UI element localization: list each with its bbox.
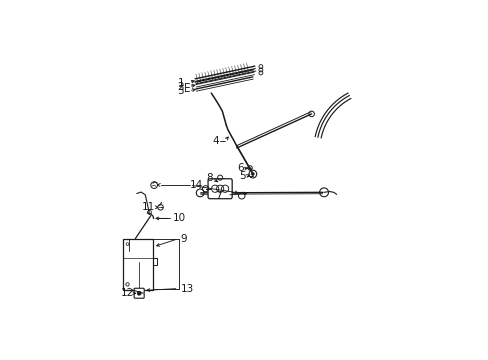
- FancyBboxPatch shape: [134, 288, 144, 298]
- Text: 13: 13: [181, 284, 194, 293]
- Text: 4: 4: [212, 136, 218, 146]
- Text: 8: 8: [206, 174, 213, 184]
- Text: 1: 1: [177, 77, 183, 87]
- Text: 10: 10: [172, 213, 185, 224]
- Text: 7: 7: [214, 192, 221, 202]
- Text: 9: 9: [181, 234, 187, 244]
- Circle shape: [251, 173, 254, 175]
- Text: 6: 6: [237, 163, 243, 174]
- Circle shape: [137, 291, 141, 295]
- FancyBboxPatch shape: [207, 179, 232, 199]
- Text: 5: 5: [239, 171, 245, 181]
- Text: 12: 12: [120, 288, 133, 298]
- Text: 2: 2: [177, 82, 183, 92]
- Text: 3: 3: [177, 86, 183, 96]
- Text: 14: 14: [190, 180, 203, 190]
- Bar: [122, 239, 153, 290]
- Text: 11: 11: [142, 202, 155, 212]
